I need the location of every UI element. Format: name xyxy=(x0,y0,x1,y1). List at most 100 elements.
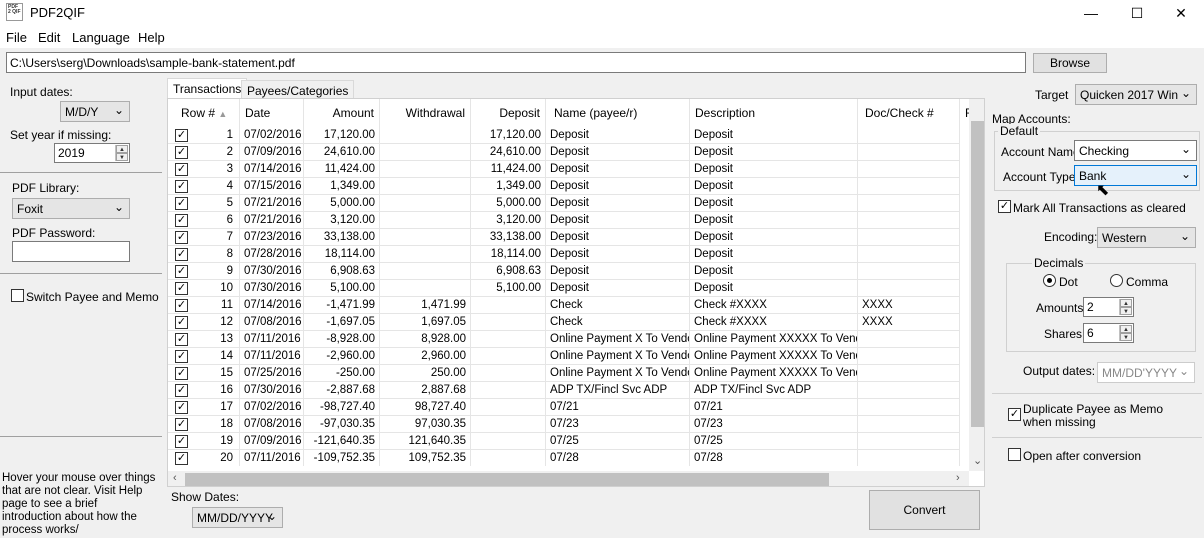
column-header-row[interactable]: Row # ▲ xyxy=(168,99,240,127)
row-checkbox[interactable]: ✓ xyxy=(175,197,188,210)
table-row[interactable]: 16 07/30/2016 -2,887.68 2,887.68 ADP TX/Finc… xyxy=(168,382,984,399)
table-row[interactable]: 9 07/30/2016 6,908.63 6,908.63 Deposit Deposi… xyxy=(168,263,984,280)
amount-cell: -109,752.35 xyxy=(304,450,380,467)
row-checkbox[interactable]: ✓ xyxy=(175,265,188,278)
column-header-amount[interactable]: Amount xyxy=(304,99,380,127)
spin-up-icon[interactable]: ▲ xyxy=(116,145,128,153)
row-checkbox[interactable]: ✓ xyxy=(175,248,188,261)
menu-file[interactable]: File xyxy=(6,30,27,45)
table-row[interactable]: 13 07/11/2016 -8,928.00 8,928.00 Online Paym… xyxy=(168,331,984,348)
table-row[interactable]: 15 07/25/2016 -250.00 250.00 Online Payment … xyxy=(168,365,984,382)
comma-radio[interactable] xyxy=(1110,274,1123,287)
table-row[interactable]: 7 07/23/2016 33,138.00 33,138.00 Deposit Depo… xyxy=(168,229,984,246)
table-row[interactable]: 10 07/30/2016 5,100.00 5,100.00 Deposit Depos… xyxy=(168,280,984,297)
row-checkbox[interactable]: ✓ xyxy=(175,333,188,346)
column-header-doc-check[interactable]: Doc/Check # xyxy=(858,99,960,127)
row-number: 13 xyxy=(168,331,240,348)
row-checkbox[interactable]: ✓ xyxy=(175,180,188,193)
pdf-library-select[interactable]: Foxit ⌄ xyxy=(12,198,130,219)
row-checkbox[interactable]: ✓ xyxy=(175,435,188,448)
row-checkbox[interactable]: ✓ xyxy=(175,384,188,397)
spin-down-icon[interactable]: ▼ xyxy=(116,153,128,161)
row-checkbox[interactable]: ✓ xyxy=(175,163,188,176)
maximize-button[interactable]: ☐ xyxy=(1130,4,1144,21)
scroll-left-icon[interactable]: ‹ xyxy=(173,472,177,484)
table-row[interactable]: 8 07/28/2016 18,114.00 18,114.00 Deposit Depo… xyxy=(168,246,984,263)
row-checkbox[interactable]: ✓ xyxy=(175,129,188,142)
pdf-password-input[interactable] xyxy=(12,241,130,262)
row-number: 12 xyxy=(168,314,240,331)
row-checkbox[interactable]: ✓ xyxy=(175,316,188,329)
spin-down-icon[interactable]: ▼ xyxy=(1120,307,1132,315)
shares-spinner[interactable]: 6 ▲ ▼ xyxy=(1083,323,1134,343)
withdrawal-cell: 97,030.35 xyxy=(380,416,471,433)
column-header-description[interactable]: Description xyxy=(690,99,858,127)
table-row[interactable]: 20 07/11/2016 -109,752.35 109,752.35 07/28 07… xyxy=(168,450,984,467)
vertical-scroll-thumb[interactable] xyxy=(971,121,984,427)
table-row[interactable]: 2 07/09/2016 24,610.00 24,610.00 Deposit Depo… xyxy=(168,144,984,161)
dot-radio[interactable] xyxy=(1043,274,1056,287)
spin-down-icon[interactable]: ▼ xyxy=(1120,333,1132,341)
table-row[interactable]: 6 07/21/2016 3,120.00 3,120.00 Deposit Deposi… xyxy=(168,212,984,229)
mark-cleared-checkbox[interactable]: ✓ xyxy=(998,200,1011,213)
table-row[interactable]: 5 07/21/2016 5,000.00 5,000.00 Deposit Deposi… xyxy=(168,195,984,212)
row-checkbox[interactable]: ✓ xyxy=(175,282,188,295)
row-checkbox[interactable]: ✓ xyxy=(175,231,188,244)
column-header-deposit[interactable]: Deposit xyxy=(471,99,546,127)
row-checkbox[interactable]: ✓ xyxy=(175,146,188,159)
output-dates-select[interactable]: MM/DD'YYYY ⌄ xyxy=(1097,362,1195,383)
date-cell: 07/11/2016 xyxy=(240,450,304,467)
target-value: Quicken 2017 Win xyxy=(1080,88,1179,102)
spin-up-icon[interactable]: ▲ xyxy=(1120,299,1132,307)
target-select[interactable]: Quicken 2017 Win ⌄ xyxy=(1075,84,1197,105)
withdrawal-cell xyxy=(380,263,471,280)
switch-payee-checkbox[interactable] xyxy=(11,289,24,302)
set-year-spinner[interactable]: 2019 ▲ ▼ xyxy=(54,143,130,163)
pdf-path-input[interactable] xyxy=(6,52,1026,73)
table-row[interactable]: 12 07/08/2016 -1,697.05 1,697.05 Check Check … xyxy=(168,314,984,331)
row-checkbox[interactable]: ✓ xyxy=(175,418,188,431)
spin-up-icon[interactable]: ▲ xyxy=(1120,325,1132,333)
column-header-date[interactable]: Date xyxy=(240,99,304,127)
close-button[interactable]: ✕ xyxy=(1175,4,1187,21)
row-checkbox[interactable]: ✓ xyxy=(175,350,188,363)
row-checkbox[interactable]: ✓ xyxy=(175,367,188,380)
tab-transactions[interactable]: Transactions xyxy=(167,78,248,100)
input-dates-select[interactable]: M/D/Y ⌄ xyxy=(60,101,130,122)
table-row[interactable]: 1 07/02/2016 17,120.00 17,120.00 Deposit Depo… xyxy=(168,127,984,144)
duplicate-payee-checkbox[interactable]: ✓ xyxy=(1008,408,1021,421)
transactions-grid[interactable]: Row # ▲ Date Amount Withdrawal Deposit N… xyxy=(167,98,985,487)
account-type-select[interactable]: Bank ⌄ xyxy=(1074,165,1197,186)
column-header-name[interactable]: Name (payee/r) xyxy=(546,99,690,127)
row-checkbox[interactable]: ✓ xyxy=(175,452,188,465)
row-checkbox[interactable]: ✓ xyxy=(175,401,188,414)
minimize-button[interactable]: — xyxy=(1084,5,1098,21)
amounts-spinner[interactable]: 2 ▲ ▼ xyxy=(1083,297,1134,317)
encoding-select[interactable]: Western ⌄ xyxy=(1097,227,1196,248)
show-dates-select[interactable]: MM/DD/YYYY ⌄ xyxy=(192,507,283,528)
menu-language[interactable]: Language xyxy=(72,30,130,45)
table-row[interactable]: 3 07/14/2016 11,424.00 11,424.00 Deposit Depo… xyxy=(168,161,984,178)
menu-help[interactable]: Help xyxy=(138,30,165,45)
account-name-select[interactable]: Checking ⌄ xyxy=(1074,140,1197,161)
open-after-checkbox[interactable] xyxy=(1008,448,1021,461)
scroll-down-icon[interactable]: ⌄ xyxy=(973,455,983,467)
column-header-withdrawal[interactable]: Withdrawal xyxy=(380,99,471,127)
amount-cell: -98,727.40 xyxy=(304,399,380,416)
table-row[interactable]: 18 07/08/2016 -97,030.35 97,030.35 07/23 07/2… xyxy=(168,416,984,433)
horizontal-scroll-thumb[interactable] xyxy=(185,473,829,486)
table-row[interactable]: 11 07/14/2016 -1,471.99 1,471.99 Check Check … xyxy=(168,297,984,314)
vertical-scrollbar[interactable]: ⌄ xyxy=(969,99,984,471)
row-checkbox[interactable]: ✓ xyxy=(175,214,188,227)
table-row[interactable]: 14 07/11/2016 -2,960.00 2,960.00 Online Paym… xyxy=(168,348,984,365)
table-row[interactable]: 17 07/02/2016 -98,727.40 98,727.40 07/21 07/2… xyxy=(168,399,984,416)
table-row[interactable]: 4 07/15/2016 1,349.00 1,349.00 Deposit Deposi… xyxy=(168,178,984,195)
menu-edit[interactable]: Edit xyxy=(38,30,61,45)
scroll-right-icon[interactable]: › xyxy=(956,472,960,484)
tab-payees-categories[interactable]: Payees/Categories xyxy=(241,80,355,100)
row-checkbox[interactable]: ✓ xyxy=(175,299,188,312)
horizontal-scrollbar[interactable]: ‹ › xyxy=(168,471,969,486)
table-row[interactable]: 19 07/09/2016 -121,640.35 121,640.35 07/25 07… xyxy=(168,433,984,450)
convert-button[interactable]: Convert xyxy=(869,490,980,530)
browse-button[interactable]: Browse xyxy=(1033,53,1107,73)
